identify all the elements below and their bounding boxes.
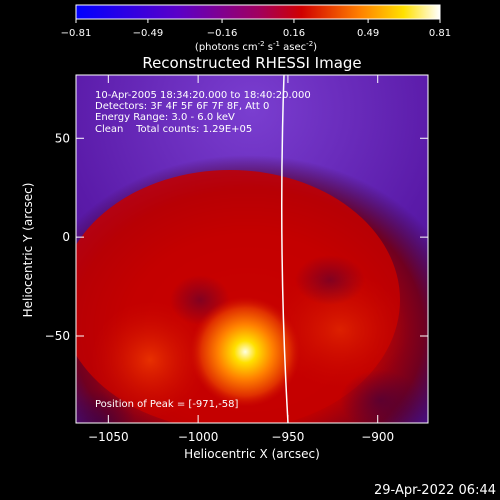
colorbar-tick-label: 0.16 bbox=[283, 28, 305, 39]
x-tick-label: −900 bbox=[361, 430, 394, 444]
colorbar-tick-label: −0.16 bbox=[207, 28, 238, 39]
x-tick-label: −1050 bbox=[88, 430, 129, 444]
annotation-block: 10-Apr-2005 18:34:20.000 to 18:40:20.000… bbox=[95, 90, 311, 135]
annotation-line: Energy Range: 3.0 - 6.0 keV bbox=[95, 112, 235, 123]
colorbar-tick-label: 0.49 bbox=[357, 28, 379, 39]
colorbar-ticks: −0.81 −0.49 −0.16 0.16 0.49 0.81 bbox=[61, 19, 451, 39]
plot-frame bbox=[75, 74, 429, 424]
annotation-line: 10-Apr-2005 18:34:20.000 to 18:40:20.000 bbox=[95, 90, 311, 101]
annotation-line: Clean Total counts: 1.29E+05 bbox=[95, 124, 252, 135]
y-axis-ticks: −50 0 50 bbox=[45, 131, 428, 343]
colorbar-tick-label: −0.49 bbox=[133, 28, 164, 39]
colorbar-unit: (photons cm-2 s-1 asec-2) bbox=[195, 40, 317, 53]
x-axis-ticks: −1050 −1000 −950 −900 bbox=[88, 75, 394, 444]
colorbar-tick-label: 0.81 bbox=[429, 28, 451, 39]
annotation-line: Detectors: 3F 4F 5F 6F 7F 8F, Att 0 bbox=[95, 101, 269, 112]
colorbar bbox=[75, 4, 441, 20]
peak-label: Position of Peak = [-971,-58] bbox=[95, 399, 239, 410]
timestamp: 29-Apr-2022 06:44 bbox=[374, 483, 496, 498]
colorbar-tick-label: −0.81 bbox=[61, 28, 92, 39]
y-tick-label: 0 bbox=[62, 230, 70, 244]
y-tick-label: −50 bbox=[45, 329, 70, 343]
x-tick-label: −1000 bbox=[178, 430, 219, 444]
y-tick-label: 50 bbox=[55, 131, 70, 145]
y-axis-label: Heliocentric Y (arcsec) bbox=[21, 183, 35, 318]
peak-emission bbox=[190, 296, 301, 407]
limb-line bbox=[281, 75, 289, 423]
chart-title: Reconstructed RHESSI Image bbox=[142, 54, 361, 72]
x-axis-label: Heliocentric X (arcsec) bbox=[184, 447, 320, 461]
x-tick-label: −950 bbox=[271, 430, 304, 444]
heatmap-image bbox=[76, 75, 428, 423]
